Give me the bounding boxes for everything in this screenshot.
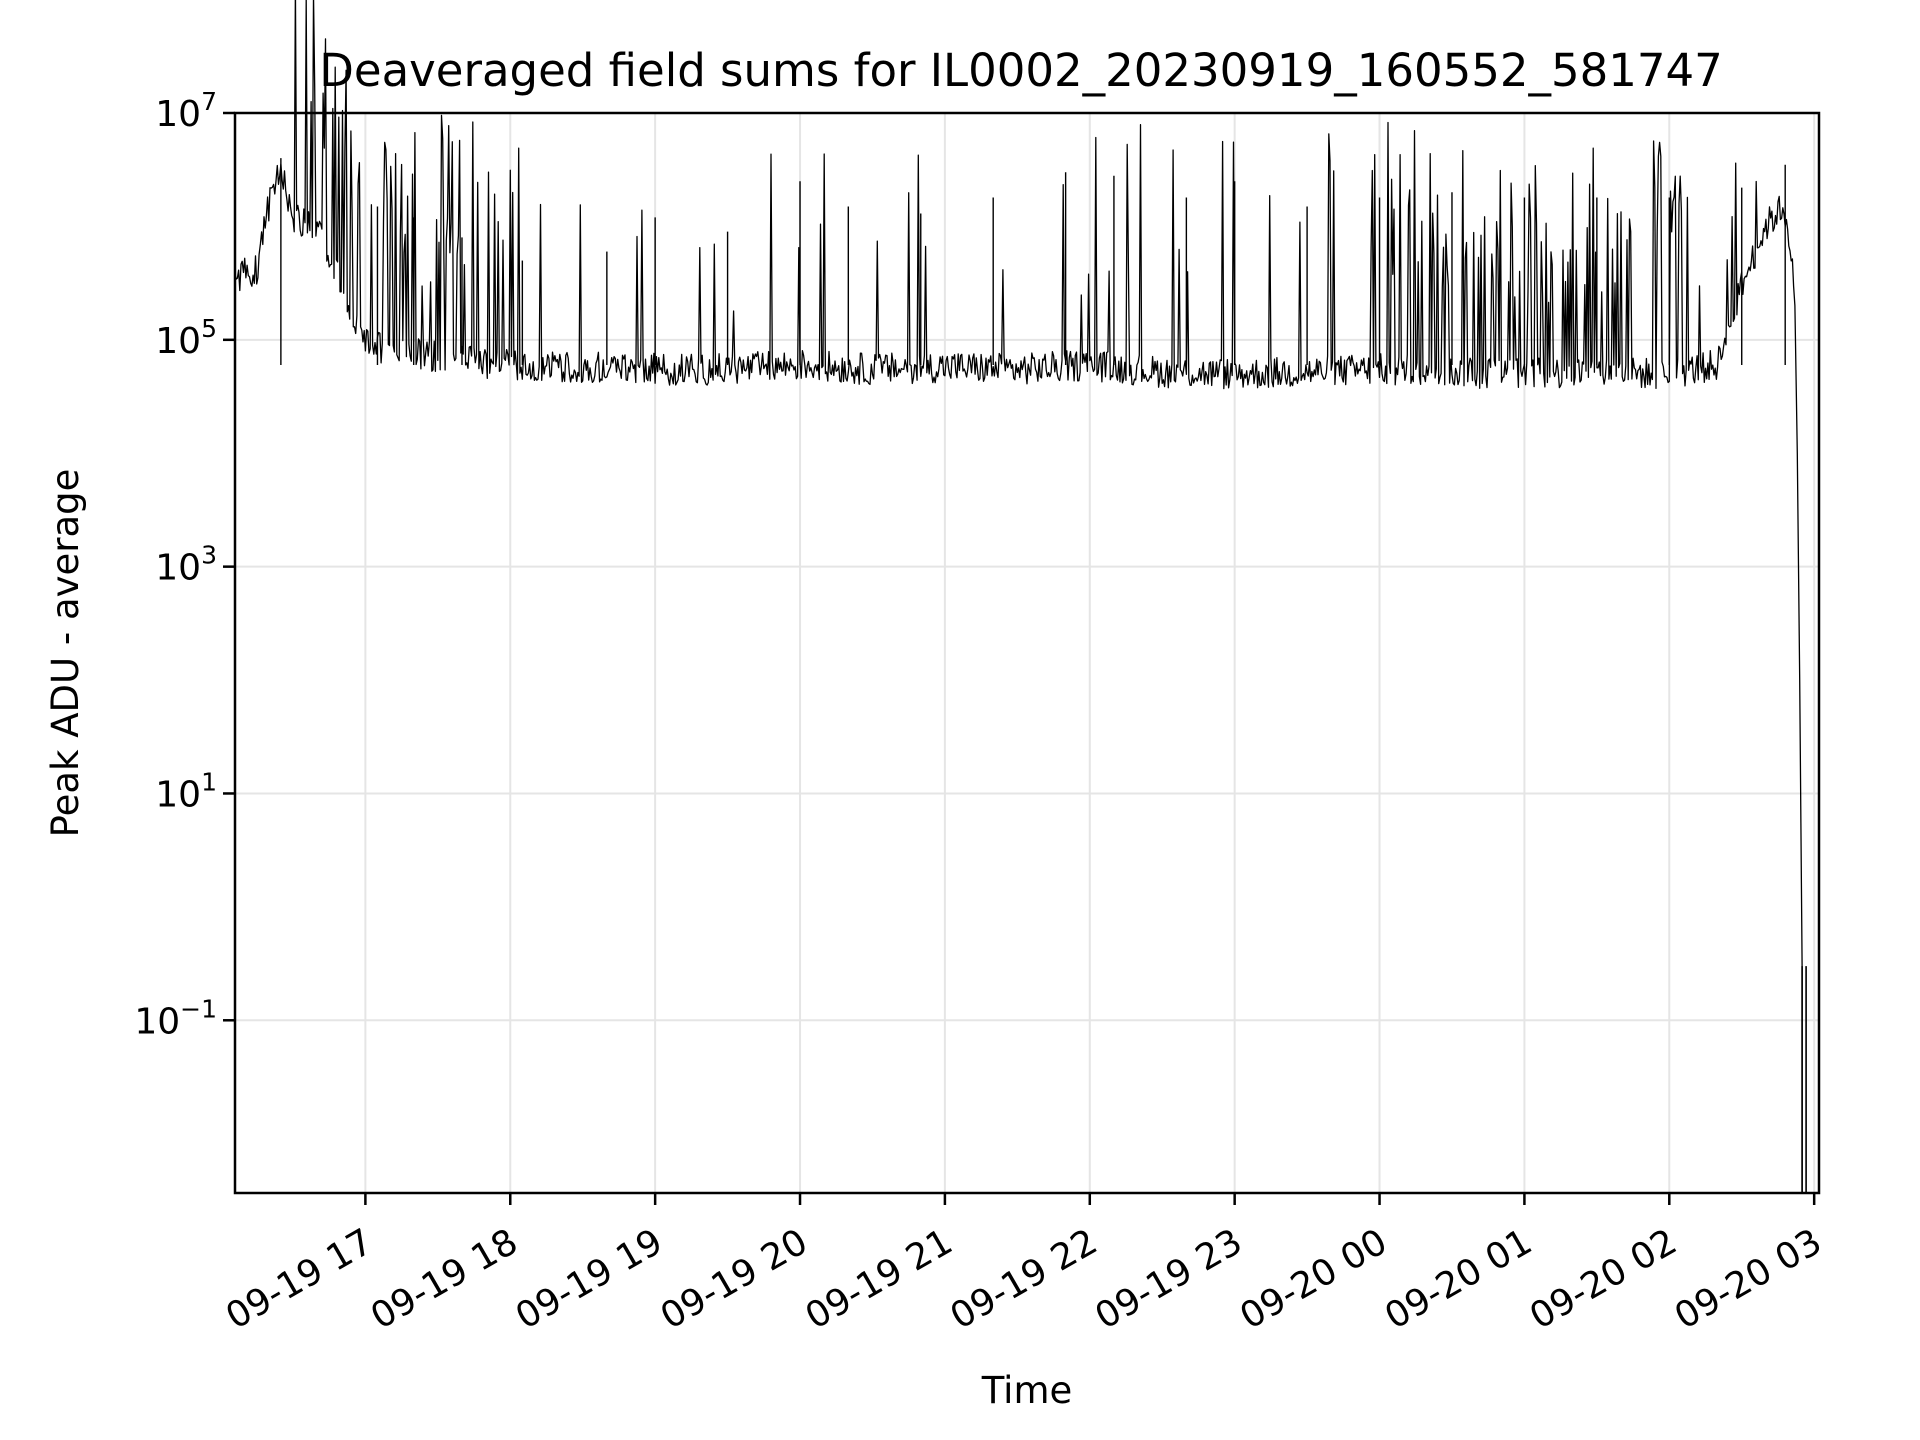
y-tick-label: 107 bbox=[155, 87, 217, 135]
y-axis: 107 105 103 101 10−1 bbox=[134, 87, 235, 1042]
series-line bbox=[234, 0, 1803, 1193]
x-tick-label: 09-19 22 bbox=[944, 1221, 1105, 1337]
x-tick-label: 09-19 23 bbox=[1088, 1221, 1249, 1337]
x-tick-label: 09-20 03 bbox=[1668, 1221, 1829, 1337]
plot-frame bbox=[233, 111, 1821, 1195]
y-tick-label: 105 bbox=[155, 314, 217, 362]
y-axis-label: Peak ADU - average bbox=[44, 469, 87, 838]
x-tick-label: 09-19 18 bbox=[364, 1221, 525, 1337]
x-tick-label: 09-20 02 bbox=[1523, 1221, 1684, 1337]
x-tick-label: 09-20 01 bbox=[1378, 1221, 1539, 1337]
series-layer bbox=[234, 0, 1807, 1193]
x-tick-label: 09-19 20 bbox=[654, 1221, 815, 1337]
y-tick-label: 103 bbox=[155, 541, 217, 589]
x-axis-label: Time bbox=[981, 1369, 1073, 1412]
chart-title: Deaveraged field sums for IL0002_2023091… bbox=[319, 44, 1723, 97]
x-tick-label: 09-19 21 bbox=[799, 1221, 960, 1337]
y-tick-label: 10−1 bbox=[134, 994, 217, 1042]
x-tick-label: 09-20 00 bbox=[1233, 1221, 1394, 1337]
y-tick-label: 101 bbox=[155, 767, 217, 815]
x-tick-label: 09-19 19 bbox=[509, 1221, 670, 1337]
x-tick-label: 09-19 17 bbox=[219, 1221, 380, 1337]
